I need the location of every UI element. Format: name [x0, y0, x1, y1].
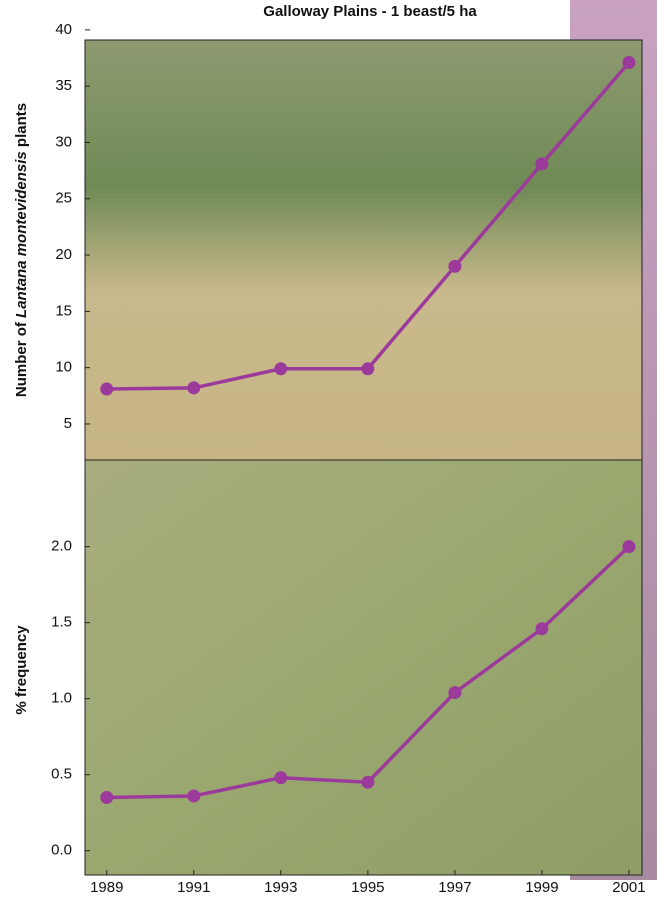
panel-photo [85, 40, 642, 460]
y-tick-label: 5 [64, 415, 72, 432]
y-tick-label: 35 [55, 77, 72, 94]
y-axis-title: % frequency [13, 625, 30, 715]
data-point [187, 789, 200, 802]
y-tick-label: 20 [55, 246, 72, 263]
data-point [535, 622, 548, 635]
y-axis-title-part: plants [13, 103, 30, 147]
data-point [100, 383, 113, 396]
data-point [535, 157, 548, 170]
x-tick-label: 2001 [612, 879, 645, 896]
data-point [448, 260, 461, 273]
x-tick-label: 1999 [525, 879, 558, 896]
y-axis-title: Number of Lantana montevidensis plants [13, 103, 30, 397]
data-point [274, 771, 287, 784]
y-tick-label: 30 [55, 133, 72, 150]
data-point [187, 381, 200, 394]
y-tick-label: 40 [55, 21, 72, 38]
data-point [100, 791, 113, 804]
x-tick-label: 1995 [351, 879, 384, 896]
chart-title: Galloway Plains - 1 beast/5 ha [263, 3, 477, 20]
data-point [361, 776, 374, 789]
data-point [274, 362, 287, 375]
y-tick-label: 25 [55, 190, 72, 207]
y-axis-title-part: Number of [13, 321, 30, 397]
x-tick-label: 1991 [177, 879, 210, 896]
data-point [622, 56, 635, 69]
y-tick-label: 15 [55, 302, 72, 319]
data-point [622, 540, 635, 553]
y-tick-label: 1.0 [51, 690, 72, 707]
panel-photo [85, 460, 642, 875]
y-tick-label: 0.0 [51, 842, 72, 859]
data-point [361, 362, 374, 375]
data-point [448, 686, 461, 699]
y-tick-label: 10 [55, 359, 72, 376]
x-tick-label: 1989 [90, 879, 123, 896]
x-tick-label: 1993 [264, 879, 297, 896]
y-tick-label: 2.0 [51, 538, 72, 555]
y-tick-label: 1.5 [51, 614, 72, 631]
chart: Galloway Plains - 1 beast/5 ha Number of… [0, 0, 657, 901]
x-tick-label: 1997 [438, 879, 471, 896]
y-axis-title-part: Lantana montevidensis [13, 151, 30, 318]
y-tick-label: 0.5 [51, 766, 72, 783]
